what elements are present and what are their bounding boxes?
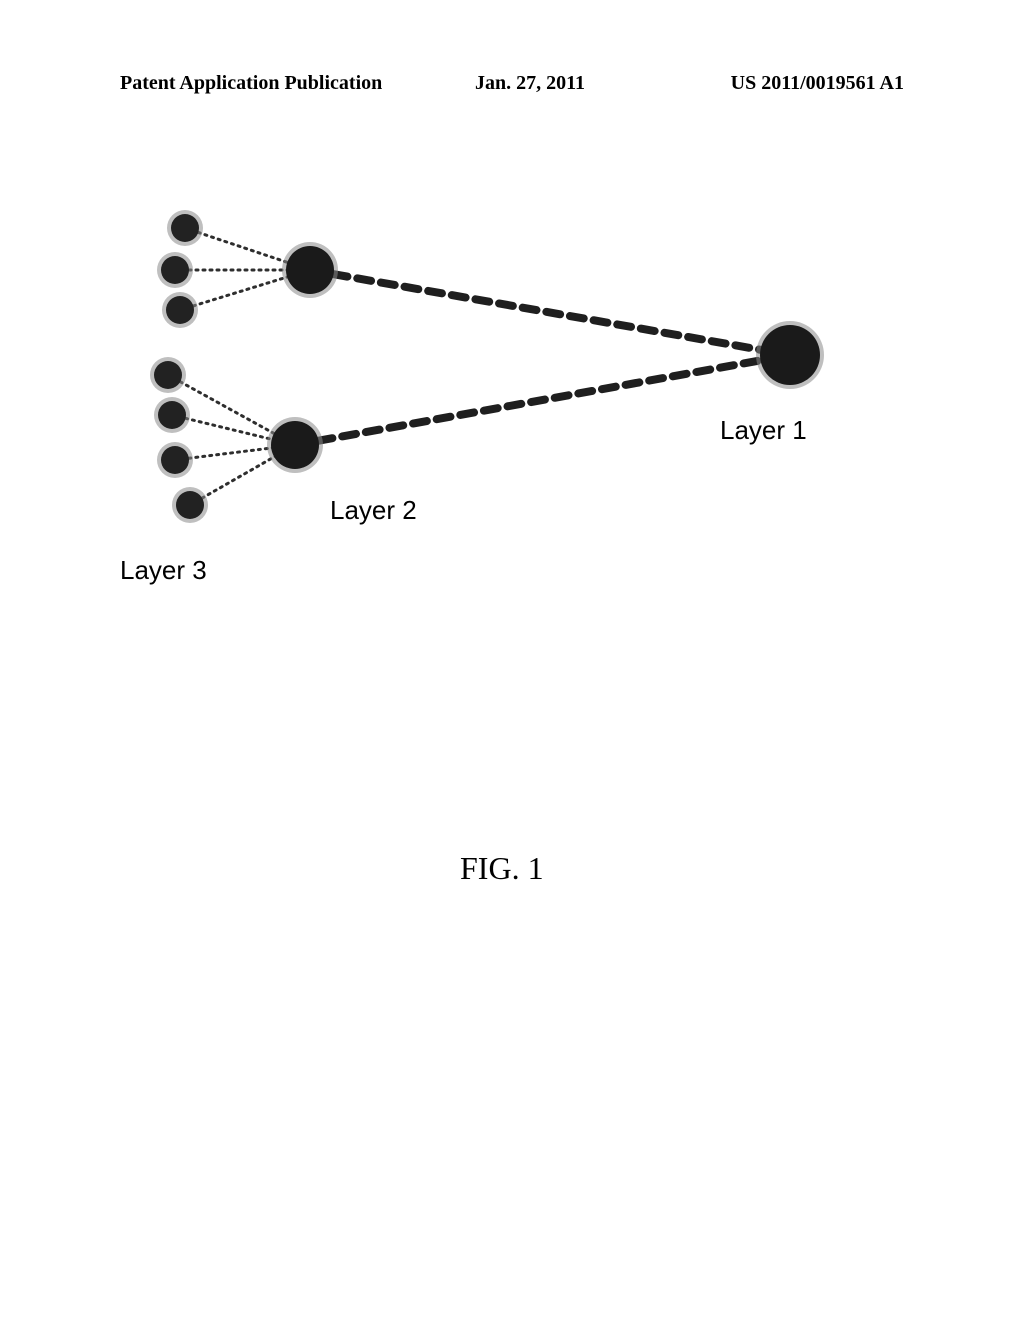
node (286, 246, 334, 294)
node (154, 361, 182, 389)
node (166, 296, 194, 324)
edges-group (168, 228, 790, 505)
page: Patent Application Publication Jan. 27, … (0, 0, 1024, 1320)
layer2-label: Layer 2 (330, 495, 417, 526)
layer1-label: Layer 1 (720, 415, 807, 446)
node (271, 421, 319, 469)
edge (310, 270, 790, 355)
figure-caption: FIG. 1 (460, 850, 544, 887)
node (161, 446, 189, 474)
node (158, 401, 186, 429)
node (176, 491, 204, 519)
node (161, 256, 189, 284)
network-diagram (0, 0, 1024, 1320)
node (171, 214, 199, 242)
node (760, 325, 820, 385)
layer3-label: Layer 3 (120, 555, 207, 586)
edge (295, 355, 790, 445)
